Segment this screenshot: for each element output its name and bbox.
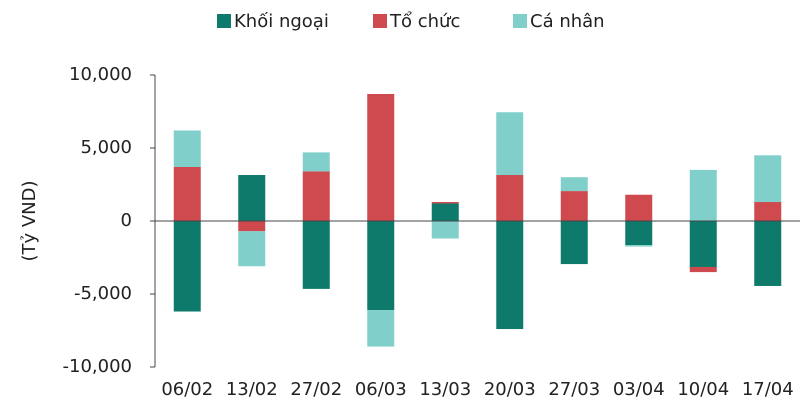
x-tick-label: 10/04: [677, 379, 729, 400]
bar-segment: [560, 191, 588, 221]
bar-segment: [173, 130, 201, 167]
x-tick-label: 06/02: [161, 379, 213, 400]
x-tick-label: 13/02: [226, 379, 278, 400]
x-tick-label: 06/03: [355, 379, 407, 400]
y-tick-label: 0: [121, 210, 132, 231]
bar-segment: [173, 166, 201, 221]
bar-segment: [754, 202, 782, 221]
bar-segment: [238, 175, 266, 221]
x-tick-label: 03/04: [613, 379, 665, 400]
x-tick-label: 27/03: [548, 379, 600, 400]
bar-segment: [560, 221, 588, 265]
legend-swatch: [513, 14, 527, 28]
y-tick-label: 10,000: [69, 64, 132, 85]
bar-segment: [754, 221, 782, 286]
bar-segment: [625, 245, 653, 247]
bar-segment: [625, 221, 653, 246]
legend-label: Tổ chức: [389, 11, 460, 32]
bar-segment: [754, 155, 782, 203]
bar-segment: [496, 221, 524, 330]
bar-segment: [173, 221, 201, 312]
bar-segment: [302, 221, 330, 289]
legend-label: Cá nhân: [530, 11, 605, 32]
y-tick-label: -5,000: [74, 283, 132, 304]
bar-segment: [625, 194, 653, 221]
bar-segment: [431, 221, 459, 239]
bar-segment: [302, 171, 330, 221]
y-tick-label: 5,000: [80, 137, 132, 158]
x-tick-label: 27/02: [290, 379, 342, 400]
x-tick-label: 17/04: [742, 379, 794, 400]
bar-segment: [689, 169, 717, 221]
bar-segment: [367, 221, 395, 311]
bar-segment: [689, 221, 717, 267]
bar-segment: [367, 93, 395, 221]
bar-segment: [238, 231, 266, 267]
bar-segment: [689, 266, 717, 273]
bar-segment: [560, 177, 588, 192]
y-tick-label: -10,000: [63, 356, 132, 377]
y-axis-label: (Tỷ VND): [19, 180, 40, 261]
x-tick-label: 20/03: [484, 379, 536, 400]
bar-segment: [496, 175, 524, 221]
legend-label: Khối ngoại: [234, 11, 329, 32]
x-tick-label: 13/03: [419, 379, 471, 400]
bar-segment: [431, 203, 459, 221]
bar-segment: [496, 112, 524, 176]
bar-segment: [367, 310, 395, 347]
legend-swatch: [217, 14, 231, 28]
bar-segment: [431, 202, 459, 204]
legend-swatch: [373, 14, 387, 28]
bar-segment: [302, 152, 330, 172]
bar-segment: [238, 221, 266, 232]
